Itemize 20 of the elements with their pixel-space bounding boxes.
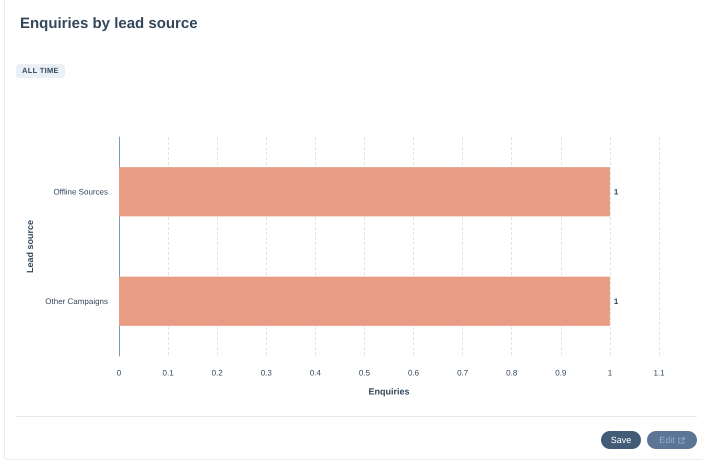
x-tick-label: 1.1 xyxy=(653,368,666,378)
save-button[interactable]: Save xyxy=(601,431,641,449)
x-tick-label: 0.6 xyxy=(408,368,420,378)
x-axis-title: Enquiries xyxy=(368,386,410,396)
x-tick-label: 0.8 xyxy=(506,368,518,378)
x-tick-label: 0.2 xyxy=(212,368,224,378)
data-label: 1 xyxy=(614,187,619,196)
x-tick-label: 0.5 xyxy=(358,368,371,378)
x-tick-label: 1 xyxy=(608,368,613,378)
x-tick-label: 0.9 xyxy=(555,368,567,378)
x-tick-label: 0.1 xyxy=(162,368,174,378)
x-tick-label: 0.3 xyxy=(260,368,272,378)
chart-title: Enquiries by lead source xyxy=(20,15,198,32)
x-tick-label: 0.4 xyxy=(310,368,322,378)
x-tick-label: 0 xyxy=(116,368,122,378)
x-tick-label: 0.7 xyxy=(457,368,469,378)
data-label: 1 xyxy=(614,296,619,306)
y-axis-title: Lead source xyxy=(24,220,35,274)
y-tick-label: Offline Sources xyxy=(53,187,108,196)
y-tick-label: Other Campaigns xyxy=(45,296,108,306)
